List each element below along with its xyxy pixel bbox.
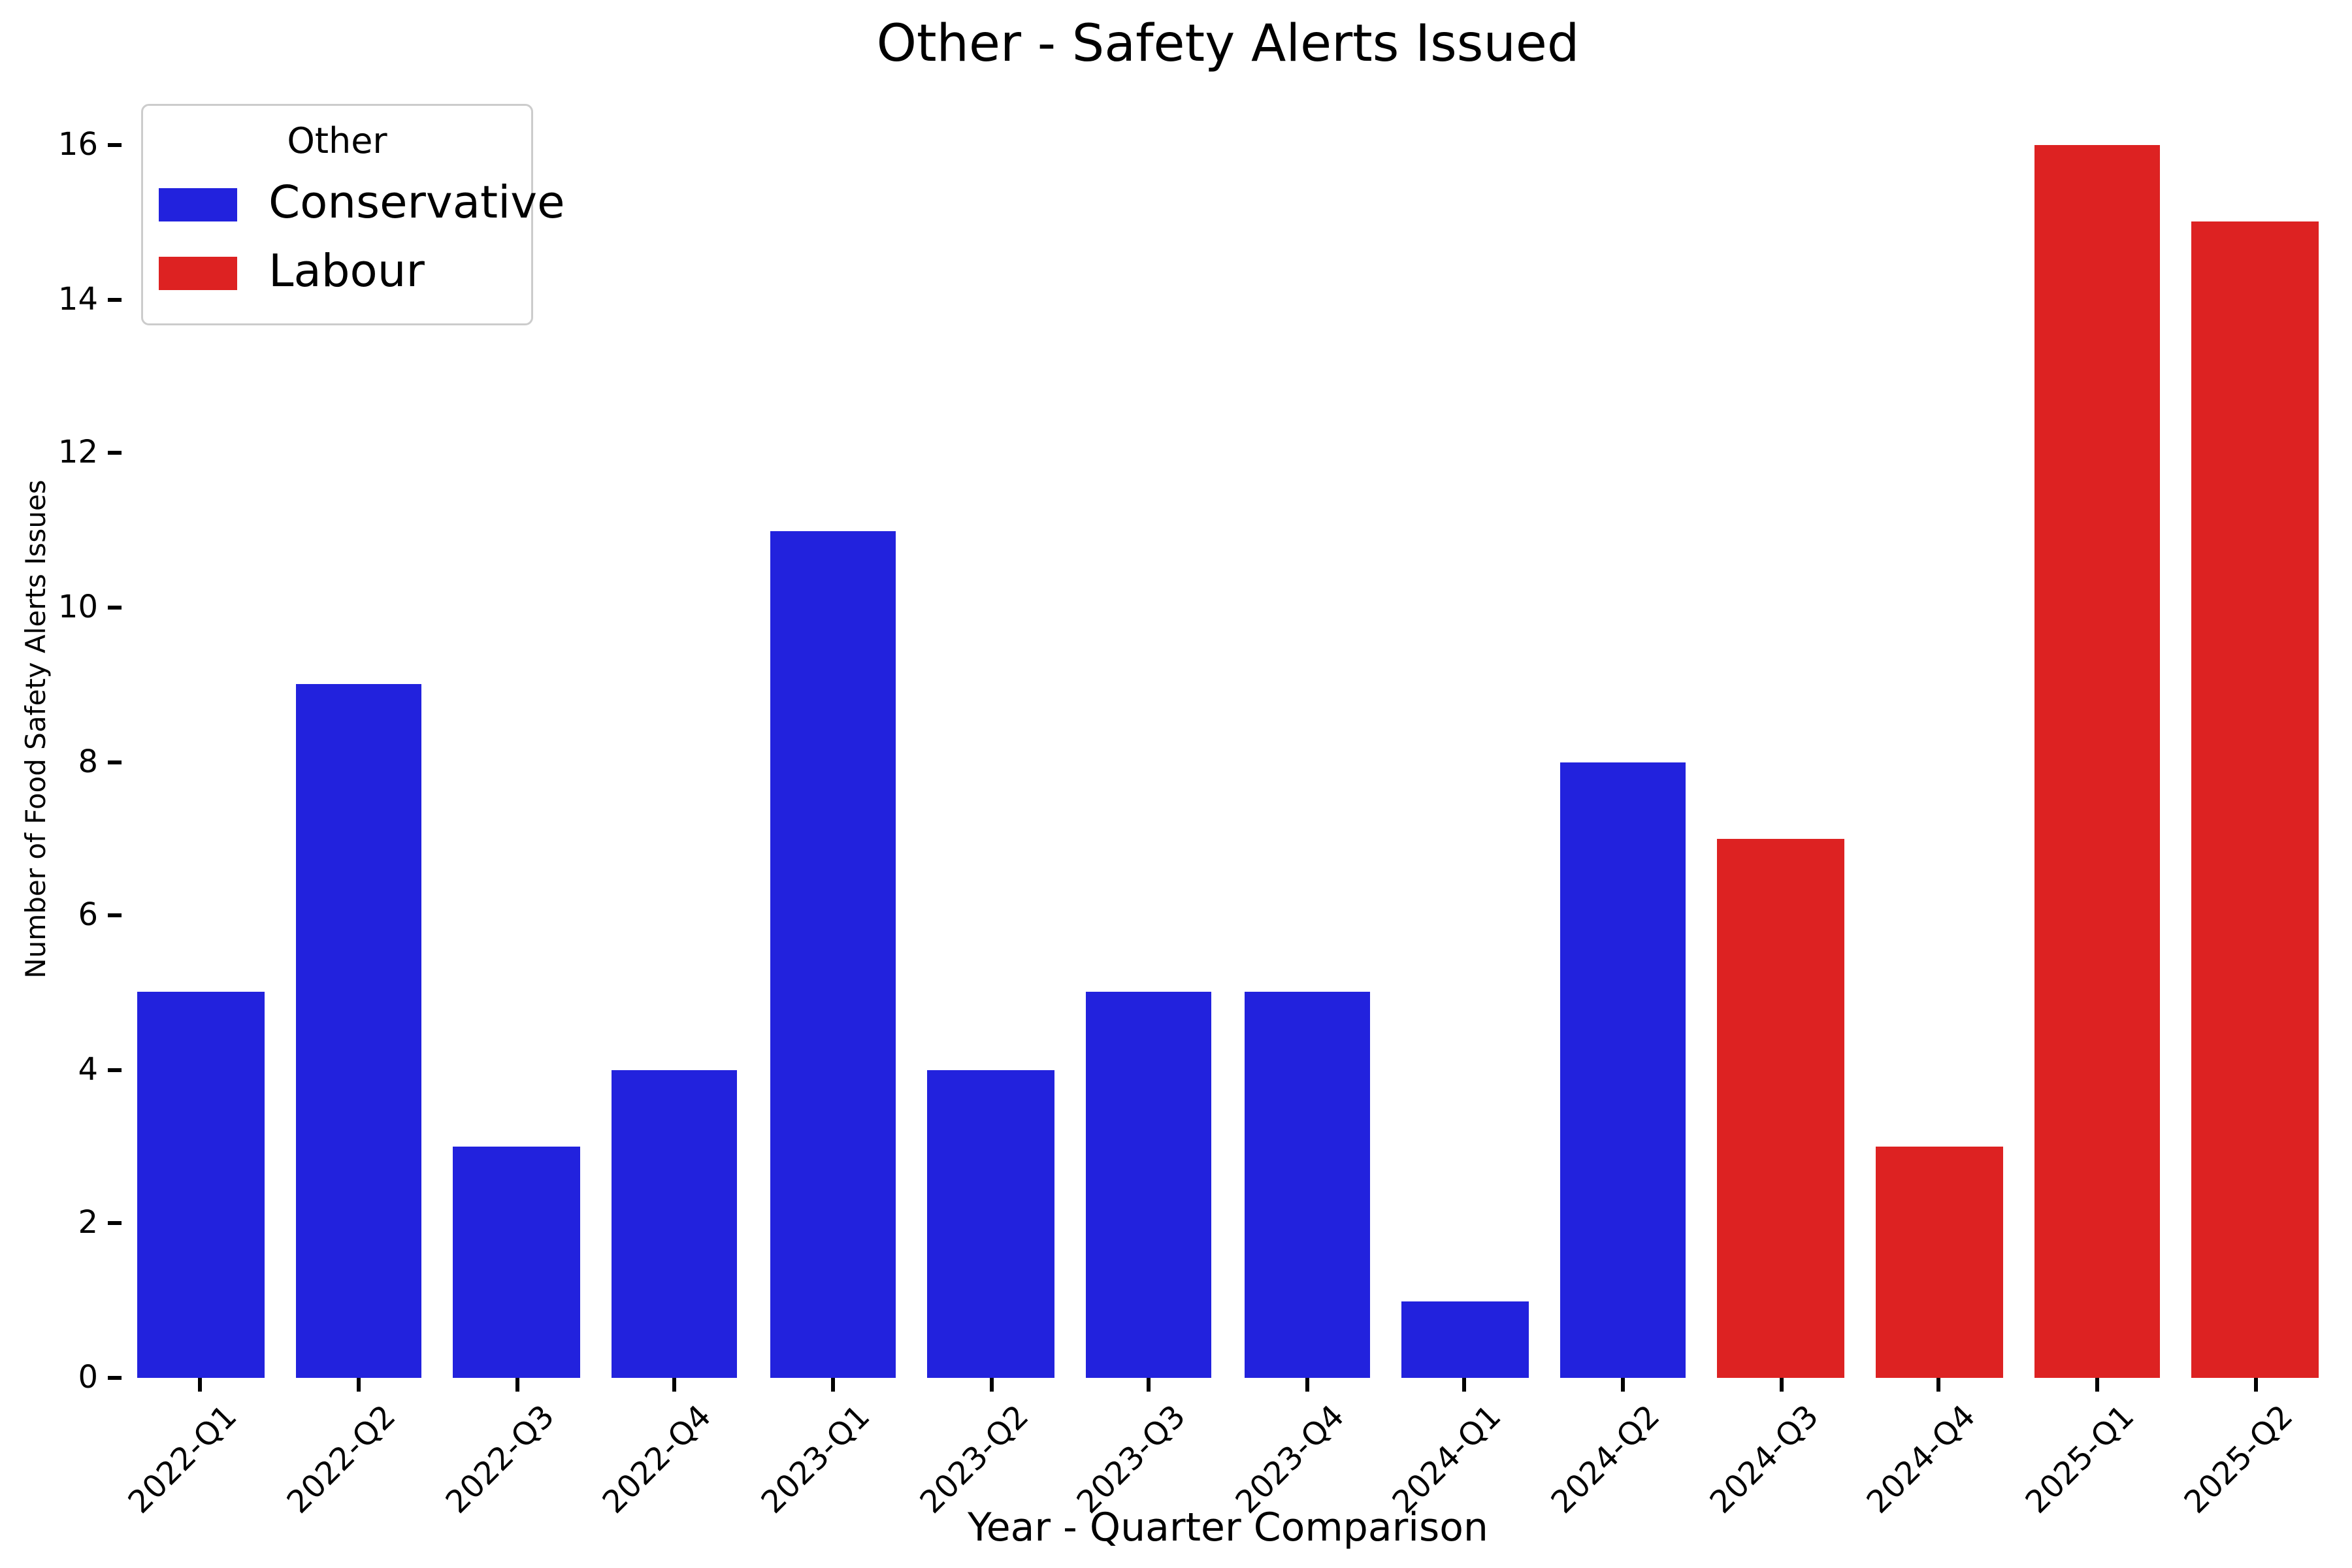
y-tick-mark-6	[108, 913, 122, 918]
x-tick-mark-2022-Q2	[356, 1378, 361, 1392]
bar-2025-Q2	[2192, 221, 2319, 1378]
bar-2023-Q2	[927, 1070, 1054, 1378]
bar-2024-Q1	[1401, 1301, 1529, 1378]
bar-2023-Q3	[1085, 992, 1213, 1378]
legend-label-conservative: Conservative	[269, 178, 565, 229]
bar-2022-Q3	[453, 1147, 580, 1378]
x-tick-mark-2024-Q3	[1779, 1378, 1784, 1392]
y-tick-mark-2	[108, 1222, 122, 1226]
x-tick-mark-2024-Q2	[1621, 1378, 1625, 1392]
y-tick-label-8: 8	[78, 742, 98, 779]
x-tick-mark-2025-Q2	[2253, 1378, 2258, 1392]
x-tick-mark-2022-Q3	[514, 1378, 519, 1392]
x-tick-mark-2023-Q4	[1305, 1378, 1309, 1392]
bar-2024-Q3	[1718, 838, 1844, 1378]
y-tick-mark-16	[108, 143, 122, 147]
bar-2023-Q4	[1243, 992, 1371, 1378]
legend-title: Other	[287, 122, 387, 163]
x-tick-mark-2022-Q4	[672, 1378, 677, 1392]
bar-2022-Q1	[137, 992, 264, 1378]
y-tick-label-12: 12	[57, 433, 98, 471]
bar-2024-Q2	[1560, 761, 1687, 1378]
plot-area	[122, 145, 2334, 1378]
bar-2025-Q1	[2034, 145, 2161, 1378]
y-tick-mark-14	[108, 297, 122, 301]
legend-item-labour: Labour	[159, 247, 515, 298]
y-tick-mark-10	[108, 605, 122, 610]
y-tick-label-10: 10	[57, 587, 98, 625]
x-tick-mark-2023-Q3	[1147, 1378, 1151, 1392]
legend-label-labour: Labour	[269, 247, 425, 298]
y-tick-mark-0	[108, 1376, 122, 1380]
bar-2022-Q2	[295, 684, 422, 1378]
x-tick-mark-2024-Q4	[1937, 1378, 1942, 1392]
legend-rows: Conservative Labour	[159, 178, 565, 298]
x-tick-mark-2024-Q1	[1463, 1378, 1467, 1392]
legend-swatch-labour	[159, 255, 237, 289]
x-tick-mark-2025-Q1	[2095, 1378, 2100, 1392]
x-axis-label: Year - Quarter Comparison	[968, 1503, 1488, 1550]
chart-title: Other - Safety Alerts Issued	[876, 16, 1580, 74]
x-tick-mark-2023-Q2	[988, 1378, 993, 1392]
bar-2024-Q4	[1876, 1147, 2002, 1378]
x-tick-mark-2023-Q1	[830, 1378, 835, 1392]
y-tick-label-4: 4	[78, 1050, 98, 1088]
y-tick-label-16: 16	[57, 125, 98, 163]
y-tick-mark-4	[108, 1068, 122, 1072]
legend: Other Conservative Labour	[141, 104, 565, 325]
legend-swatch-conservative	[159, 187, 237, 221]
y-tick-label-0: 0	[78, 1358, 98, 1396]
y-tick-label-14: 14	[57, 279, 98, 317]
bar-2022-Q4	[611, 1070, 738, 1378]
y-tick-label-2: 2	[78, 1204, 98, 1242]
bar-2023-Q1	[769, 530, 896, 1378]
x-tick-mark-2022-Q1	[198, 1378, 203, 1392]
legend-item-conservative: Conservative	[159, 178, 565, 229]
y-tick-mark-12	[108, 451, 122, 455]
y-tick-label-6: 6	[78, 896, 98, 934]
y-tick-mark-8	[108, 759, 122, 764]
